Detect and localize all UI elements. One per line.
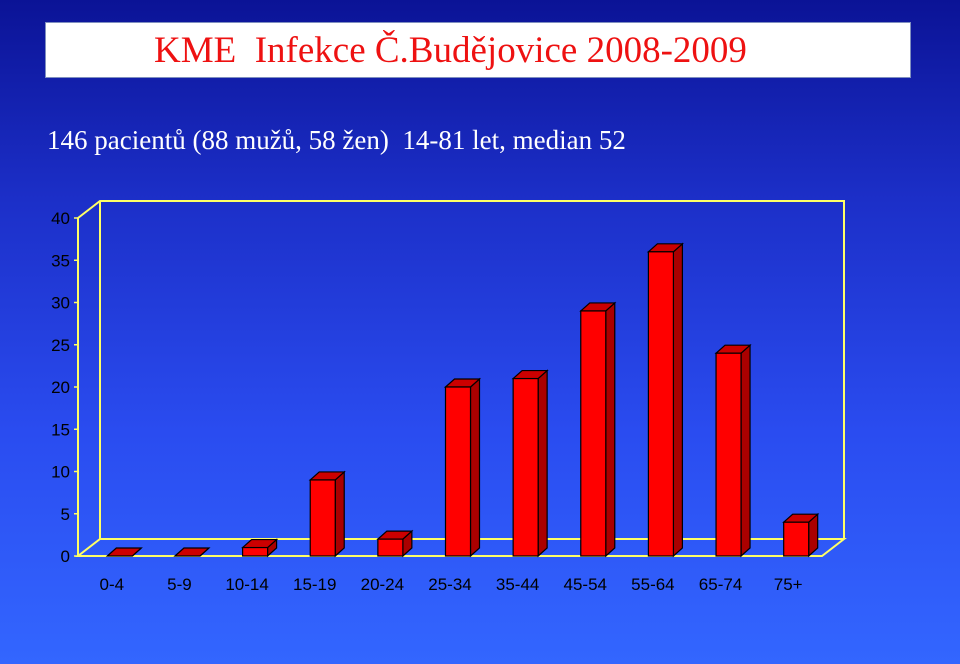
bars bbox=[105, 242, 820, 558]
bar-side bbox=[537, 369, 548, 558]
bar bbox=[579, 301, 617, 558]
chart-title: KME Infekce Č.Budějovice 2008-2009 bbox=[154, 30, 747, 71]
y-tick-label: 40 bbox=[51, 209, 70, 228]
chart-frame bbox=[75, 200, 847, 557]
x-tick-label: 25-34 bbox=[428, 575, 471, 594]
y-tick-label: 20 bbox=[51, 378, 70, 397]
y-tick-label: 0 bbox=[61, 547, 70, 566]
bar bbox=[376, 529, 414, 558]
x-tick-label: 75+ bbox=[774, 575, 803, 594]
bar-front bbox=[512, 377, 539, 557]
y-tick-label: 15 bbox=[51, 420, 70, 439]
bar-front bbox=[241, 546, 269, 557]
bar-side bbox=[469, 377, 481, 558]
bar-front bbox=[647, 251, 675, 557]
bar bbox=[308, 470, 346, 558]
y-tick-label: 35 bbox=[51, 251, 70, 270]
bar-side bbox=[334, 470, 345, 558]
y-tick-label: 30 bbox=[51, 294, 70, 313]
x-tick-label: 15-19 bbox=[293, 575, 336, 594]
x-tick-label: 10-14 bbox=[225, 575, 268, 594]
y-tick-label: 10 bbox=[51, 463, 70, 482]
bar-top bbox=[105, 547, 143, 557]
floor bbox=[75, 538, 847, 557]
chart-subtitle: 146 pacientů (88 mužů, 58 žen) 14-81 let… bbox=[47, 125, 626, 155]
bar-front bbox=[377, 538, 404, 557]
x-tick-label: 5-9 bbox=[167, 575, 192, 594]
x-tick-label: 20-24 bbox=[361, 575, 404, 594]
bar bbox=[173, 547, 211, 557]
y-axis-ticks: 0 5 10 15 20 25 30 35 40 bbox=[51, 209, 78, 566]
bar-front bbox=[309, 479, 336, 557]
x-tick-label: 45-54 bbox=[564, 575, 607, 594]
bar-front bbox=[783, 521, 810, 557]
bar bbox=[511, 369, 549, 558]
x-tick-label: 35-44 bbox=[496, 575, 539, 594]
title-box: KME Infekce Č.Budějovice 2008-2009 bbox=[45, 22, 911, 78]
bar bbox=[714, 343, 752, 558]
x-tick-label: 55-64 bbox=[631, 575, 674, 594]
bar bbox=[105, 547, 143, 557]
bar-top bbox=[173, 547, 211, 557]
y-tick-label: 25 bbox=[51, 336, 70, 355]
x-axis-ticks: 0-4 5-9 10-14 15-19 20-24 25-34 35-44 45-54 55-6… bbox=[100, 575, 803, 594]
bar-front bbox=[444, 386, 472, 557]
x-tick-label: 65-74 bbox=[699, 575, 742, 594]
x-tick-label: 0-4 bbox=[100, 575, 125, 594]
back-wall-edge bbox=[77, 200, 845, 539]
bar-front bbox=[580, 310, 607, 557]
bar-side bbox=[740, 343, 751, 558]
bar bbox=[241, 538, 279, 558]
bar-side bbox=[605, 301, 616, 558]
bar bbox=[782, 512, 820, 558]
bar-front bbox=[715, 352, 742, 557]
bar bbox=[646, 242, 684, 558]
bar-side bbox=[672, 242, 684, 558]
bar bbox=[443, 377, 482, 558]
y-tick-label: 5 bbox=[61, 505, 70, 524]
